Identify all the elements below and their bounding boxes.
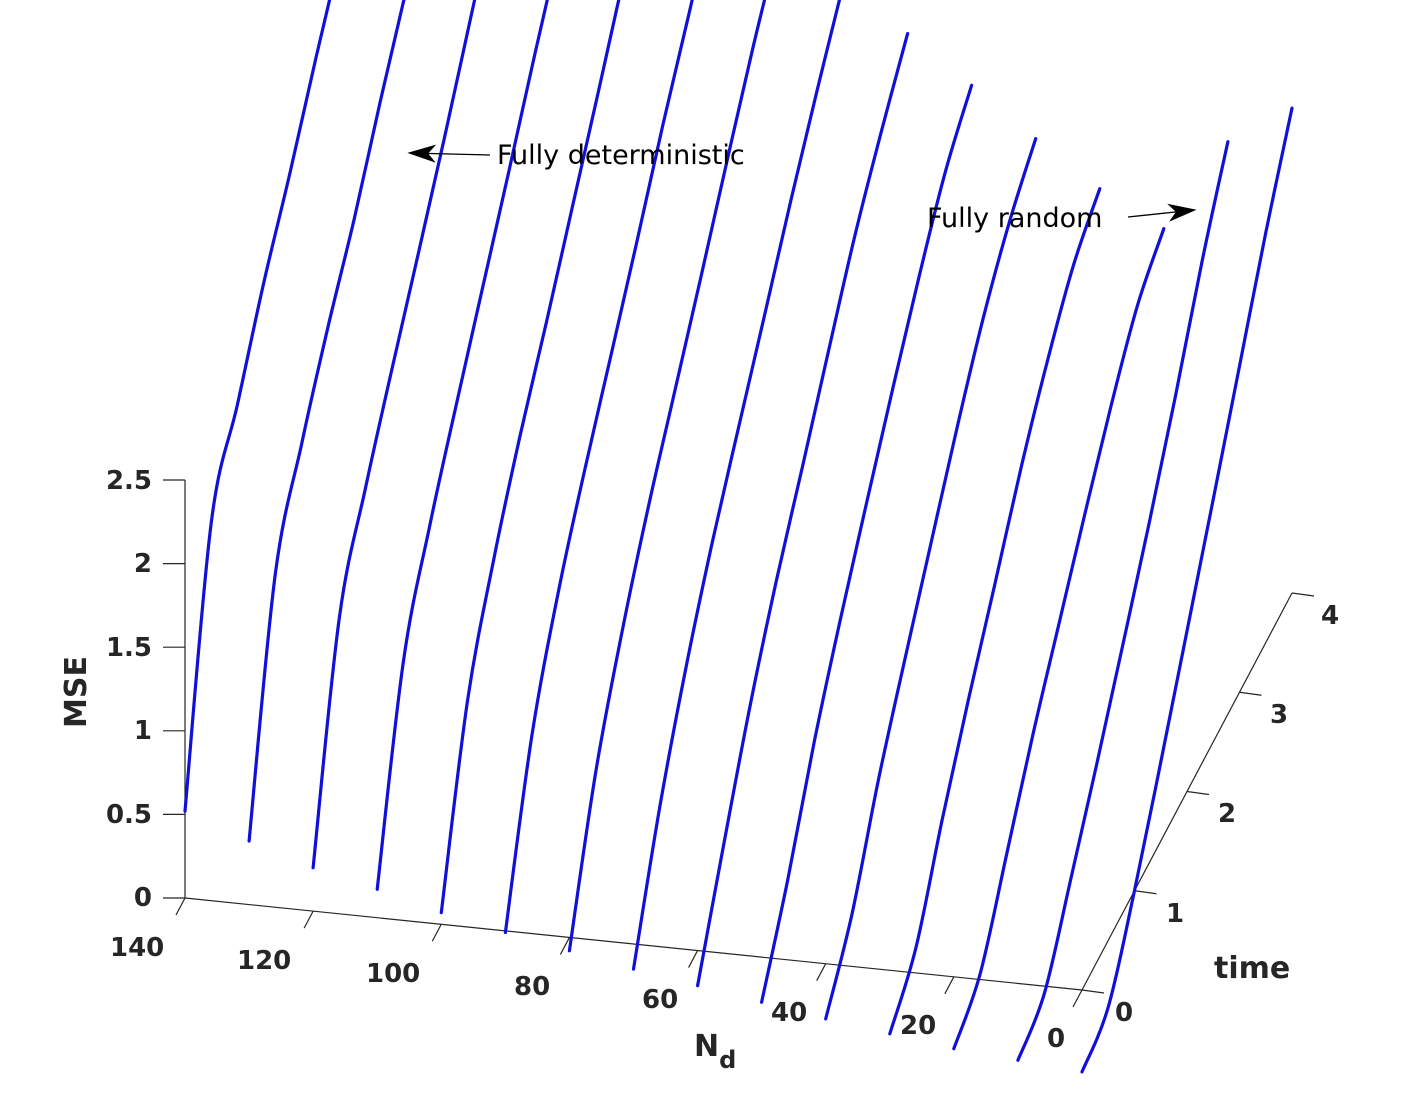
x-tick-label: 0 <box>1047 1024 1065 1054</box>
x-tick-label: 20 <box>900 1011 936 1041</box>
z-tick-label: 2.5 <box>106 466 152 496</box>
z-tick-labels: 0 0.5 1 1.5 2 2.5 <box>106 466 152 913</box>
x-tick-mark <box>688 950 699 968</box>
y-tick-mark <box>1081 989 1105 994</box>
fully-random-arrow <box>1127 203 1197 222</box>
y-tick-mark <box>1239 691 1262 696</box>
x-tick-mark <box>944 976 955 995</box>
x-tick-label: 60 <box>642 985 678 1015</box>
z-tick-label: 0.5 <box>106 800 152 830</box>
mse-curve <box>760 83 974 1004</box>
z-axis-title: MSE <box>59 656 94 728</box>
mse-curve <box>1080 106 1294 1074</box>
y-tick-mark <box>1134 890 1157 895</box>
z-tick-label: 2 <box>134 549 152 579</box>
y-axis-title: time <box>1214 951 1290 986</box>
mse-curve <box>952 227 1166 1051</box>
x-tick-mark <box>816 963 827 981</box>
y-tick-mark <box>1291 592 1315 597</box>
mse-curve <box>567 0 767 953</box>
x-tick-mark <box>1072 989 1083 1008</box>
x-tick-label: 120 <box>237 946 291 976</box>
y-tick-label: 2 <box>1218 799 1236 829</box>
fully-deterministic-annotation: Fully deterministic <box>497 140 745 171</box>
fully-random-annotation: Fully random <box>927 203 1102 234</box>
x-tick-mark <box>559 937 570 955</box>
y-tick-mark <box>1186 790 1210 796</box>
y-tick-labels: 0 1 2 3 4 <box>1115 601 1339 1028</box>
mse-curve <box>247 0 406 843</box>
mse-curve <box>439 0 621 915</box>
y-tick-label: 0 <box>1115 998 1133 1028</box>
axis-ticks <box>163 479 1315 1008</box>
z-tick-label: 0 <box>134 883 152 913</box>
y-tick-label: 3 <box>1270 700 1288 730</box>
x-tick-mark <box>303 910 314 929</box>
z-tick-label: 1 <box>134 716 152 746</box>
x-tick-mark <box>431 923 442 942</box>
x-tick-label: 100 <box>366 959 420 989</box>
fully-deterministic-arrow <box>407 144 491 163</box>
mse-curve <box>375 0 549 891</box>
data-series <box>183 0 1294 1074</box>
mse-curve <box>631 0 842 971</box>
y-tick-label: 4 <box>1321 601 1339 631</box>
mse-curve <box>183 0 332 813</box>
x-tick-label: 40 <box>771 998 807 1028</box>
mse-curve <box>888 187 1102 1036</box>
x-tick-label: 140 <box>110 933 164 963</box>
mse-curve <box>696 32 910 988</box>
x-axis-line <box>184 897 1083 991</box>
x-tick-mark <box>175 897 186 916</box>
y-tick-label: 1 <box>1166 899 1184 929</box>
x-tick-labels: 140 120 100 80 60 40 20 0 <box>110 933 1065 1054</box>
mse-curve <box>1016 140 1230 1062</box>
mse-curve <box>503 0 694 935</box>
x-tick-label: 80 <box>514 972 550 1002</box>
mse-curve <box>824 137 1038 1021</box>
x-axis-title: Nd <box>694 1029 736 1074</box>
z-tick-label: 1.5 <box>106 633 152 663</box>
mse-curve <box>311 0 477 870</box>
